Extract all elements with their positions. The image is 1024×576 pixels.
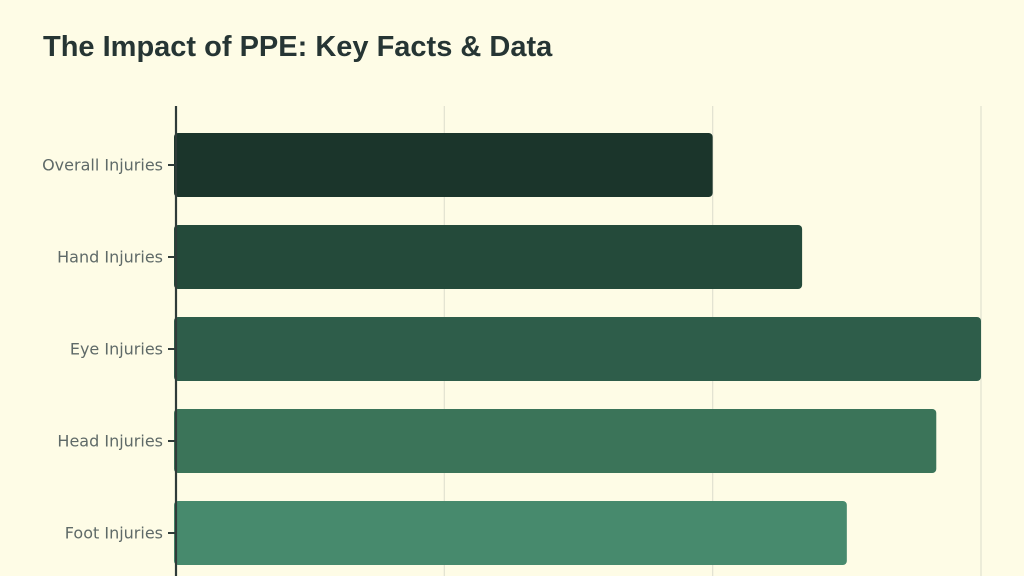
category-label: Head Injuries [57,432,163,451]
y-axis [168,106,178,576]
category-label: Overall Injuries [42,156,163,175]
bar [174,225,803,289]
bar [174,317,981,381]
bars [174,133,981,565]
category-label: Eye Injuries [70,340,163,359]
bar [174,133,713,197]
bar [174,501,847,565]
category-labels: Overall Injuries Hand Injuries Eye Injurie… [42,156,163,543]
bar [174,409,937,473]
category-label: Foot Injuries [65,524,163,543]
category-label: Hand Injuries [57,248,163,267]
chart-title: The Impact of PPE: Key Facts & Data [43,31,553,63]
